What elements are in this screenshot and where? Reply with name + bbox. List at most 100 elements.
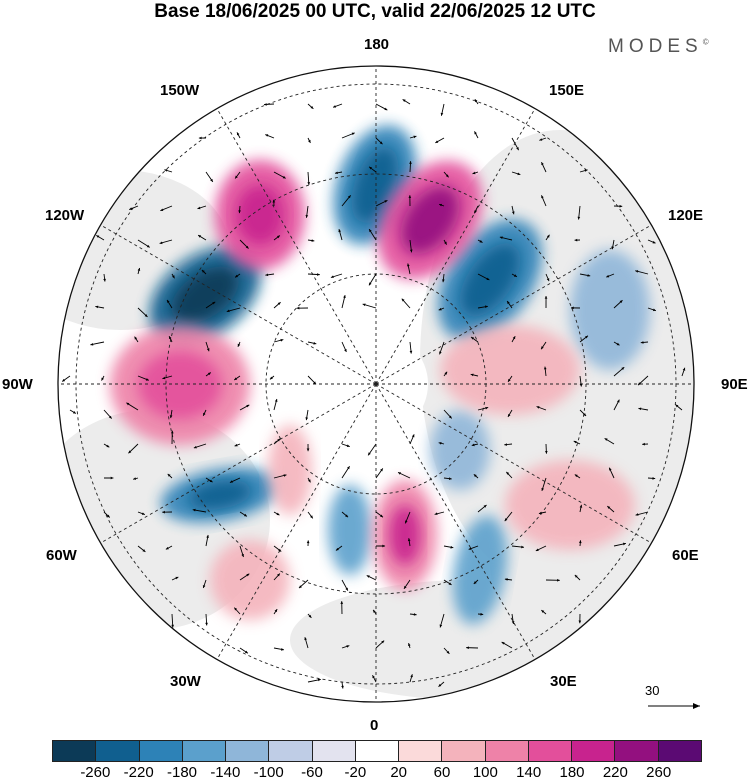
- wind-arrow-head: [369, 229, 372, 233]
- wind-arrow-head: [635, 270, 639, 273]
- wind-arrow-head: [175, 576, 179, 580]
- wind-arrow-head: [448, 477, 452, 480]
- wind-arrow-head: [623, 542, 626, 546]
- wind-arrow-head: [373, 609, 376, 613]
- wind-arrow-head: [347, 195, 351, 199]
- wind-arrow-head: [448, 415, 452, 419]
- wind-arrow-head: [341, 685, 344, 689]
- wind-arrow-head: [573, 440, 577, 444]
- wind-arrow-head: [638, 407, 642, 411]
- wind-arrow-head: [169, 336, 172, 340]
- wind-arrow-head: [103, 278, 106, 282]
- wind-arrow-head: [473, 474, 477, 478]
- wind-arrow-head: [474, 131, 477, 135]
- wind-arrow-head: [129, 207, 133, 210]
- wind-arrow-head: [635, 513, 639, 516]
- wind-arrow-head: [106, 514, 110, 518]
- wind-arrow-head: [486, 277, 490, 281]
- wind-arrow-head: [471, 443, 475, 447]
- wind-arrow-head: [577, 216, 581, 220]
- wind-arrow-head: [106, 444, 110, 448]
- wind-arrow-head: [201, 269, 205, 273]
- wind-arrow-head: [351, 132, 355, 136]
- wind-arrow-head: [485, 406, 489, 410]
- wind-arrow-head: [171, 624, 175, 628]
- wind-arrow-head: [408, 195, 412, 198]
- wind-arrow-head: [501, 642, 505, 645]
- lon-label-150w: 150W: [160, 82, 200, 99]
- wind-arrow-head: [192, 508, 196, 512]
- lon-label-60w: 60W: [46, 547, 77, 564]
- lon-label-90w: 90W: [2, 376, 33, 393]
- wind-arrow-head: [344, 348, 347, 352]
- lon-label-30w: 30W: [170, 673, 201, 690]
- wind-arrow-head: [607, 506, 611, 509]
- wind-arrow-head: [108, 415, 112, 419]
- wind-arrow-head: [434, 512, 438, 516]
- wind-arrow-head: [466, 646, 469, 650]
- wind-arrow-head: [72, 411, 76, 414]
- anomaly-blobs: [110, 125, 650, 625]
- wind-arrow-head: [508, 378, 511, 382]
- wind-arrow-head: [438, 307, 442, 311]
- wind-arrow-head: [682, 367, 686, 371]
- wind-arrow-head: [652, 240, 656, 244]
- wind-arrow-head: [263, 103, 267, 106]
- wind-arrow-head: [296, 306, 300, 310]
- wind-arrow-head: [444, 241, 447, 245]
- colorbar-tick-label: 100: [472, 764, 498, 781]
- wind-arrow-head: [578, 620, 582, 624]
- wind-arrow-head: [164, 169, 168, 172]
- wind-arrow-head: [169, 415, 173, 419]
- positive-anomaly: [389, 505, 421, 565]
- wind-arrow-head: [277, 302, 281, 306]
- wind-arrow-head: [346, 645, 350, 648]
- wind-arrow-head: [277, 573, 280, 577]
- wind-arrow-head: [407, 538, 411, 542]
- brand-logo: MODES©: [608, 36, 709, 57]
- wind-arrow-head: [411, 434, 415, 438]
- wind-arrow-head: [541, 487, 545, 491]
- colorbar-swatch: [615, 741, 659, 761]
- meridian-line: [375, 224, 652, 385]
- wind-arrow-head: [402, 99, 406, 102]
- wind-arrow-head: [606, 274, 610, 278]
- wind-arrow-head: [278, 548, 282, 552]
- lon-label-120w: 120W: [45, 207, 85, 224]
- wind-arrow-head: [507, 301, 510, 305]
- colorbar-tick-label: 140: [516, 764, 542, 781]
- wind-arrow-head: [238, 210, 241, 214]
- wind-arrow-head: [445, 174, 449, 178]
- wind-arrow-head: [408, 643, 411, 647]
- wind-arrow-head: [276, 235, 280, 239]
- wind-arrow-head: [471, 337, 475, 340]
- wind-arrow-head: [346, 444, 350, 448]
- wind-arrow-head: [283, 474, 287, 477]
- wind-arrow-head: [280, 338, 284, 342]
- lon-label-120e: 120E: [668, 207, 704, 224]
- wind-arrow-head: [372, 675, 375, 679]
- wind-arrow-head: [368, 282, 372, 286]
- wind-vectors: [61, 98, 686, 689]
- wind-arrow-head: [380, 468, 383, 472]
- wind-arrow-head: [207, 372, 211, 376]
- wind-arrow-head: [313, 341, 317, 345]
- wind-arrow-head: [480, 612, 484, 616]
- wind-arrow-head: [310, 515, 313, 519]
- wind-arrow-head: [401, 298, 405, 302]
- wind-arrow-head: [237, 343, 241, 347]
- wind-arrow-head: [407, 263, 410, 267]
- wind-arrow-head: [507, 413, 511, 417]
- colorbar-swatch: [139, 741, 183, 761]
- wind-arrow-head: [578, 540, 582, 544]
- wind-arrow-head: [317, 678, 321, 682]
- wind-arrow-head: [521, 545, 525, 549]
- wind-arrow-head: [110, 476, 114, 480]
- positive-anomaly: [440, 325, 580, 415]
- wind-arrow-head: [380, 514, 383, 518]
- wind-arrow-head: [484, 305, 488, 309]
- meridian-line: [375, 383, 652, 544]
- wind-arrow-head: [281, 648, 284, 651]
- positive-anomaly: [210, 540, 290, 620]
- meridian-line: [216, 108, 377, 385]
